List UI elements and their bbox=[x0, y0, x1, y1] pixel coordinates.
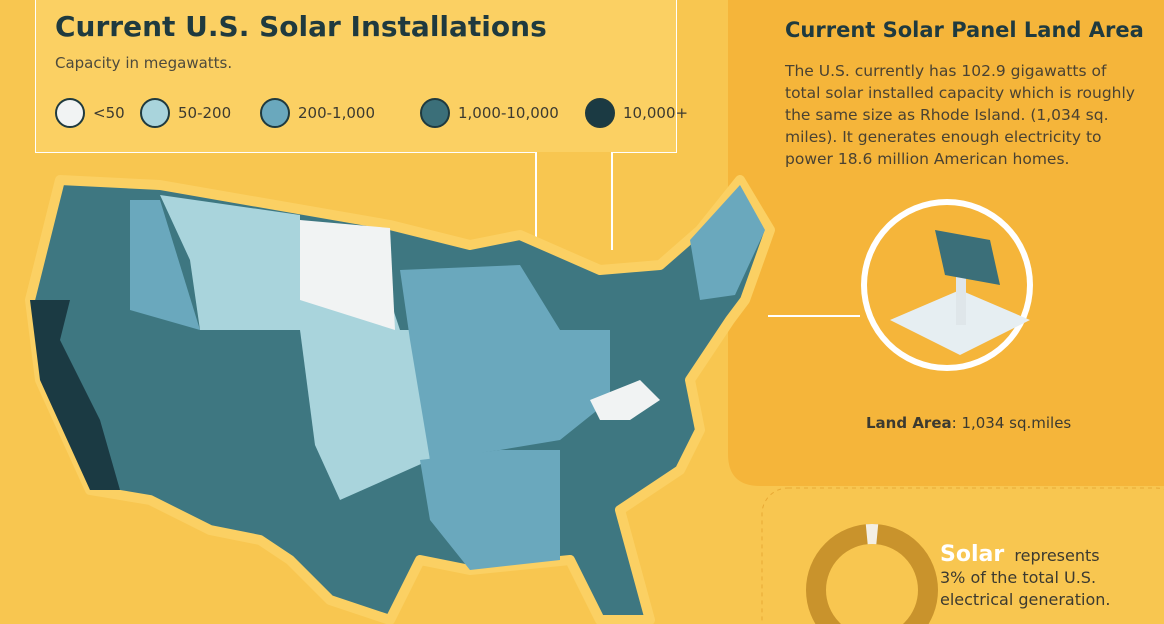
legend-item: 200-1,000 bbox=[260, 98, 375, 128]
panel-title: Current Solar Panel Land Area bbox=[785, 18, 1144, 42]
legend-label: <50 bbox=[93, 104, 125, 122]
legend-label: 200-1,000 bbox=[298, 104, 375, 122]
callout-bg bbox=[761, 487, 1164, 624]
legend-item: 1,000-10,000 bbox=[420, 98, 559, 128]
legend-swatch bbox=[260, 98, 290, 128]
panel-text: The U.S. currently has 102.9 gigawatts o… bbox=[785, 62, 1135, 168]
legend-swatch bbox=[420, 98, 450, 128]
legend-item: 50-200 bbox=[140, 98, 231, 128]
callout-lead: Solar bbox=[940, 542, 1005, 567]
legend-label: 1,000-10,000 bbox=[458, 104, 559, 122]
legend-label: 10,000+ bbox=[623, 104, 689, 122]
legend-item: <50 bbox=[55, 98, 125, 128]
land-area: Land Area: 1,034 sq.miles bbox=[866, 414, 1071, 432]
title: Current U.S. Solar Installations bbox=[55, 10, 547, 43]
legend-swatch bbox=[140, 98, 170, 128]
callout-share: 3% bbox=[940, 568, 966, 587]
panel-pole bbox=[956, 270, 966, 325]
callout-end: electrical generation. bbox=[940, 590, 1111, 609]
us-map bbox=[25, 175, 775, 624]
subtitle: Capacity in megawatts. bbox=[55, 54, 233, 72]
legend-swatch bbox=[55, 98, 85, 128]
callout-verb: represents bbox=[1014, 546, 1100, 565]
callout-text: Solar represents 3% of the total U.S. el… bbox=[940, 544, 1110, 611]
land-value: : 1,034 sq.miles bbox=[951, 414, 1072, 432]
legend-item: 10,000+ bbox=[585, 98, 688, 128]
land-label: Land Area bbox=[866, 414, 952, 432]
legend-swatch bbox=[585, 98, 615, 128]
callout-rest: of the total U.S. bbox=[965, 568, 1097, 587]
legend-label: 50-200 bbox=[178, 104, 232, 122]
header-bg bbox=[36, 0, 676, 152]
panel-face bbox=[935, 230, 1000, 285]
